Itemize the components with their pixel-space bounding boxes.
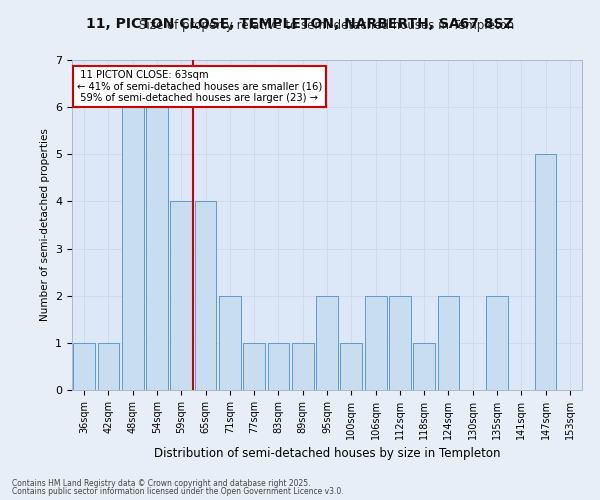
Bar — [340, 343, 362, 390]
Bar — [389, 296, 411, 390]
Bar — [486, 296, 508, 390]
Bar — [535, 154, 556, 390]
Title: Size of property relative to semi-detached houses in Templeton: Size of property relative to semi-detach… — [139, 20, 515, 32]
Bar — [97, 343, 119, 390]
X-axis label: Distribution of semi-detached houses by size in Templeton: Distribution of semi-detached houses by … — [154, 448, 500, 460]
Bar — [268, 343, 289, 390]
Bar — [316, 296, 338, 390]
Y-axis label: Number of semi-detached properties: Number of semi-detached properties — [40, 128, 50, 322]
Bar — [292, 343, 314, 390]
Bar — [194, 202, 217, 390]
Bar — [413, 343, 435, 390]
Bar — [243, 343, 265, 390]
Text: 11 PICTON CLOSE: 63sqm
← 41% of semi-detached houses are smaller (16)
 59% of se: 11 PICTON CLOSE: 63sqm ← 41% of semi-det… — [77, 70, 322, 103]
Bar — [437, 296, 460, 390]
Bar — [170, 202, 192, 390]
Bar — [365, 296, 386, 390]
Text: 11, PICTON CLOSE, TEMPLETON, NARBERTH, SA67 8SZ: 11, PICTON CLOSE, TEMPLETON, NARBERTH, S… — [86, 18, 514, 32]
Bar — [146, 107, 168, 390]
Text: Contains HM Land Registry data © Crown copyright and database right 2025.: Contains HM Land Registry data © Crown c… — [12, 478, 311, 488]
Bar — [122, 107, 143, 390]
Bar — [73, 343, 95, 390]
Bar — [219, 296, 241, 390]
Text: Contains public sector information licensed under the Open Government Licence v3: Contains public sector information licen… — [12, 487, 344, 496]
